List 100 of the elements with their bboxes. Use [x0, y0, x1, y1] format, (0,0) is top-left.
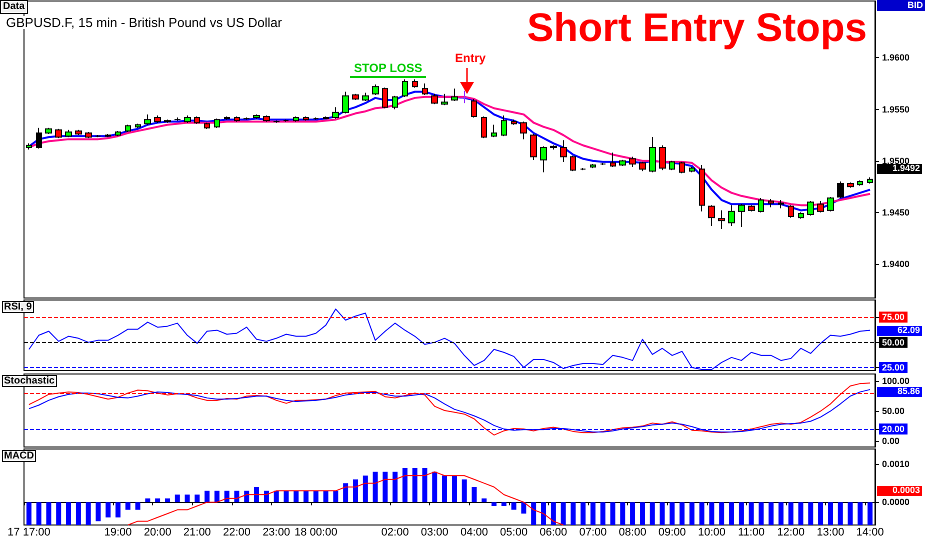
- line-series: [127, 471, 564, 526]
- candlestick: [36, 127, 42, 149]
- x-tick-label: 07:00: [579, 526, 607, 538]
- text: BID: [877, 0, 925, 11]
- bar: [699, 502, 704, 525]
- candlestick: [125, 124, 131, 132]
- candlestick: [619, 159, 626, 166]
- candlestick: [441, 93, 448, 106]
- x-tick-label: 02:00: [381, 526, 409, 538]
- bar: [442, 476, 448, 502]
- bar: [323, 490, 328, 502]
- candlestick: [164, 119, 171, 124]
- x-tick-label: 21:00: [183, 526, 211, 538]
- bar: [294, 490, 299, 502]
- bar: [808, 502, 814, 525]
- bar: [531, 502, 536, 525]
- bar: [343, 483, 348, 502]
- bar: [194, 494, 200, 502]
- candlestick: [115, 130, 121, 137]
- x-tick-label: 06:00: [540, 526, 568, 538]
- bar: [768, 502, 774, 525]
- candlestick: [85, 131, 92, 139]
- candlestick: [807, 200, 814, 216]
- bar: [848, 502, 853, 525]
- candlestick: [214, 118, 220, 128]
- candlestick: [669, 160, 675, 171]
- candlestick: [283, 119, 289, 122]
- candlestick: [501, 114, 507, 137]
- candlestick: [362, 92, 369, 102]
- chart-title: Stochastic: [4, 376, 56, 386]
- bar: [570, 502, 576, 525]
- bar: [36, 502, 42, 525]
- bar: [660, 502, 665, 525]
- y-tick-label: 0.00: [882, 436, 900, 446]
- candlestick: [768, 198, 774, 208]
- candlestick: [520, 121, 527, 140]
- bar: [462, 479, 467, 502]
- x-tick-label: 20:00: [144, 526, 172, 538]
- y-tick-label: 50.00: [882, 406, 905, 416]
- bar: [511, 502, 516, 510]
- candlestick: [758, 197, 764, 213]
- x-tick-label: 14:00: [856, 526, 884, 538]
- candlestick: [788, 204, 794, 218]
- x-tick-label: 11:00: [738, 526, 765, 538]
- bar: [838, 502, 843, 525]
- candlestick: [659, 144, 666, 171]
- bar: [600, 502, 606, 525]
- candlestick: [313, 117, 319, 120]
- candlestick: [857, 180, 863, 186]
- bar: [858, 502, 863, 525]
- bar: [86, 502, 91, 525]
- x-tick-label: 13:00: [816, 526, 844, 538]
- bar: [501, 502, 506, 506]
- x-tick-label: 23:00: [262, 526, 290, 538]
- candlestick: [154, 114, 161, 124]
- bar: [204, 490, 210, 502]
- x-tick-label: 19:00: [104, 526, 132, 538]
- candlestick: [550, 144, 557, 150]
- candlestick: [718, 210, 725, 230]
- candlestick: [471, 98, 477, 118]
- candlestick: [65, 129, 72, 138]
- bar: [788, 502, 794, 525]
- candlestick: [204, 122, 210, 130]
- bar: [135, 502, 140, 510]
- candlestick: [590, 163, 596, 169]
- bar: [76, 502, 81, 525]
- candlestick: [412, 78, 418, 88]
- candlestick: [580, 168, 586, 171]
- y-tick-label: 20.00: [882, 424, 905, 434]
- candlestick: [600, 162, 606, 166]
- bar: [333, 490, 338, 502]
- bar: [422, 468, 428, 502]
- x-tick-label: 12:00: [777, 526, 805, 538]
- bar: [798, 502, 804, 525]
- x-tick-label: 09:00: [658, 526, 686, 538]
- bar: [758, 502, 764, 525]
- bar: [432, 472, 438, 502]
- x-tick-label: 22:00: [222, 526, 251, 538]
- bar: [106, 502, 111, 518]
- bar: [96, 502, 101, 522]
- line-series: [28, 389, 871, 433]
- bar: [748, 502, 754, 525]
- candlestick: [827, 196, 834, 212]
- bar: [402, 468, 408, 502]
- candlestick: [293, 116, 299, 122]
- candlestick: [481, 116, 487, 139]
- bar: [521, 502, 526, 514]
- bar: [352, 479, 358, 502]
- bar: [590, 502, 596, 525]
- bar: [274, 490, 279, 502]
- candlestick: [867, 176, 873, 184]
- bar: [620, 502, 626, 525]
- candlestick: [392, 95, 398, 110]
- bar: [729, 502, 734, 525]
- bar: [214, 490, 220, 502]
- candlestick: [708, 204, 715, 226]
- text: GBPUSD.F, 15 min - British Pound vs US Dollar: [6, 15, 283, 30]
- bar: [541, 502, 546, 525]
- candlestick: [135, 123, 141, 128]
- candlestick: [224, 116, 230, 120]
